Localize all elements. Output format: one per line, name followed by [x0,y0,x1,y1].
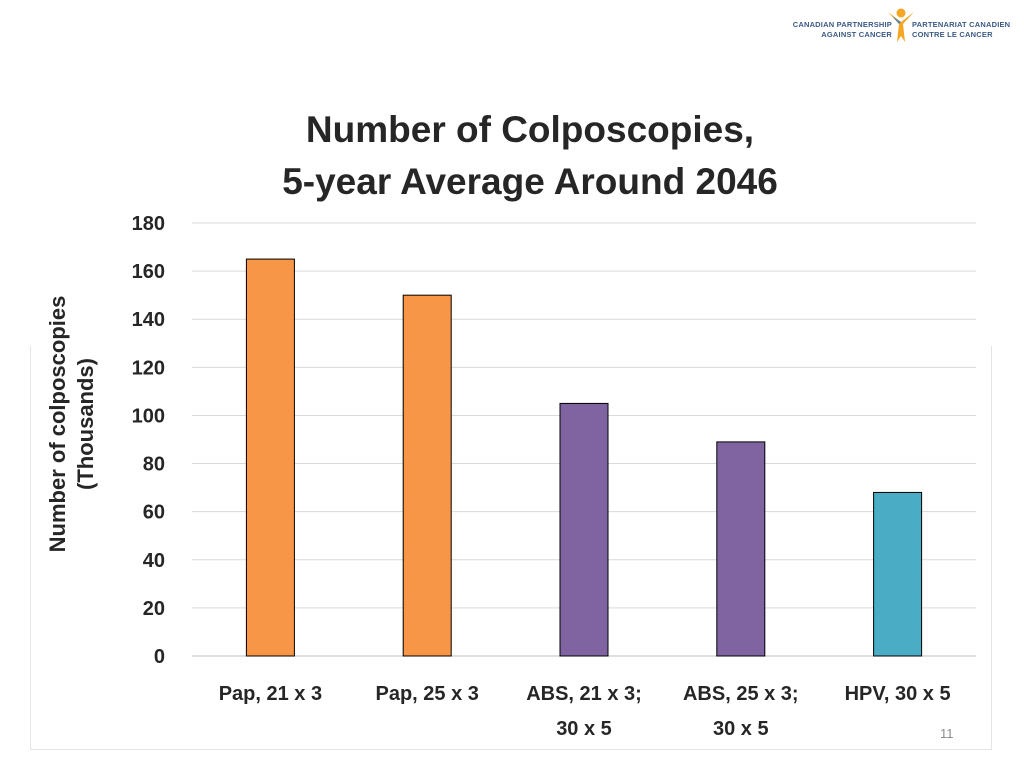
y-tick-label: 120 [132,357,165,379]
category-label-3: ABS, 21 x 3; 30 x 5 [526,683,642,740]
logo-english-line1: CANADIAN PARTNERSHIP [792,20,892,29]
y-tick-label: 60 [143,502,165,524]
logo-figure-icon [888,8,914,42]
category-label-4: ABS, 25 x 3; 30 x 5 [683,683,799,740]
bar-3 [559,402,609,657]
bar-5 [873,491,923,657]
logo-french-line1: PARTENARIAT CANADIEN [912,20,1011,29]
category-labels: Pap, 21 x 3 Pap, 25 x 3 ABS, 21 x 3; 30 x 5… [219,683,951,740]
chart-title: Number of Colposcopies, 5-year Average A… [200,104,860,208]
bar-2 [402,294,452,657]
logo-text-french: PARTENARIAT CANADIEN CONTRE LE CANCER [912,20,1012,40]
cpac-logo: CANADIAN PARTNERSHIP AGAINST CANCER PART… [772,4,1012,48]
y-tick-label: 100 [132,405,165,427]
logo-text-english: CANADIAN PARTNERSHIP AGAINST CANCER [774,20,892,40]
slide-frame [30,346,992,750]
chart-title-line2: 5-year Average Around 2046 [282,161,778,202]
y-tick-label: 180 [132,213,165,235]
category-label-5: HPV, 30 x 5 [845,683,951,705]
category-label-1: Pap, 21 x 3 [219,683,322,705]
y-tick-label: 80 [143,454,165,476]
y-tick-label: 40 [143,550,165,572]
y-tick-label: 0 [154,646,165,668]
y-tick-labels: 0 20 40 60 80 100 120 140 160 180 [132,213,165,668]
logo-english-line2: AGAINST CANCER [821,30,892,39]
y-tick-label: 160 [132,261,165,283]
bar-1 [245,258,295,657]
y-tick-label: 140 [132,309,165,331]
category-label-2: Pap, 25 x 3 [375,683,478,705]
y-tick-label: 20 [143,598,165,620]
chart-title-line1: Number of Colposcopies, [305,109,755,150]
logo-french-line2: CONTRE LE CANCER [912,30,993,39]
page-number: 11 [940,726,954,741]
bars [245,258,923,657]
bar-4 [716,441,766,657]
